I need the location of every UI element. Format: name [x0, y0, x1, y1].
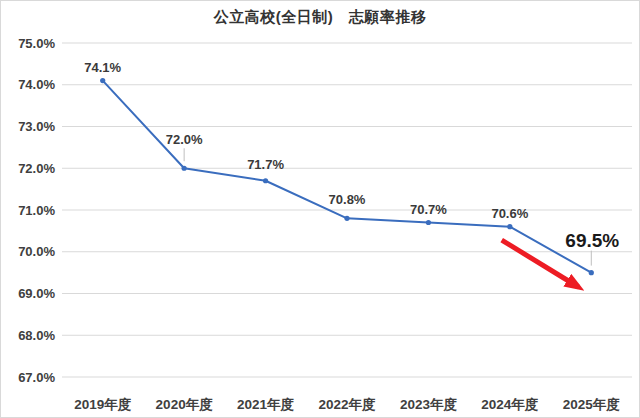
data-point-marker [182, 166, 187, 171]
x-axis-category-label: 2022年度 [318, 397, 376, 412]
data-label: 71.7% [247, 157, 284, 172]
data-point-marker [507, 224, 512, 229]
data-label-emphasis: 69.5% [565, 230, 619, 251]
trend-line [103, 81, 592, 273]
x-axis-category-label: 2020年度 [156, 397, 214, 412]
data-label: 70.8% [329, 192, 366, 207]
y-axis-tick-label: 75.0% [18, 36, 55, 51]
y-axis-tick-label: 74.0% [18, 77, 55, 92]
y-axis-tick-label: 67.0% [18, 370, 55, 385]
data-label: 74.1% [84, 60, 121, 75]
x-axis-category-label: 2025年度 [563, 397, 621, 412]
x-axis-category-label: 2019年度 [74, 397, 132, 412]
x-axis-category-label: 2021年度 [237, 397, 295, 412]
data-point-marker [589, 270, 594, 275]
data-point-marker [344, 216, 349, 221]
y-axis-tick-label: 70.0% [18, 244, 55, 259]
x-axis-category-label: 2023年度 [400, 397, 458, 412]
y-axis-tick-label: 73.0% [18, 119, 55, 134]
data-point-marker [100, 78, 105, 83]
data-label: 70.7% [410, 202, 447, 217]
line-chart-svg: 75.0% 74.0% 73.0% 72.0% 71.0% 70.0% 69.0% 68.0%… [1, 1, 639, 417]
y-axis-tick-label: 71.0% [18, 203, 55, 218]
data-label: 72.0% [166, 132, 203, 147]
data-label: 70.6% [491, 206, 528, 221]
data-point-marker [263, 178, 268, 183]
chart-frame: 公立高校(全日制) 志願率推移 75.0%74.0%73.0%72.0%71.0… [0, 0, 640, 418]
y-axis-tick-label: 72.0% [18, 161, 55, 176]
x-axis-category-label: 2024年度 [481, 397, 539, 412]
data-point-marker [426, 220, 431, 225]
y-axis-tick-label: 68.0% [18, 328, 55, 343]
y-axis-tick-label: 69.0% [18, 286, 55, 301]
